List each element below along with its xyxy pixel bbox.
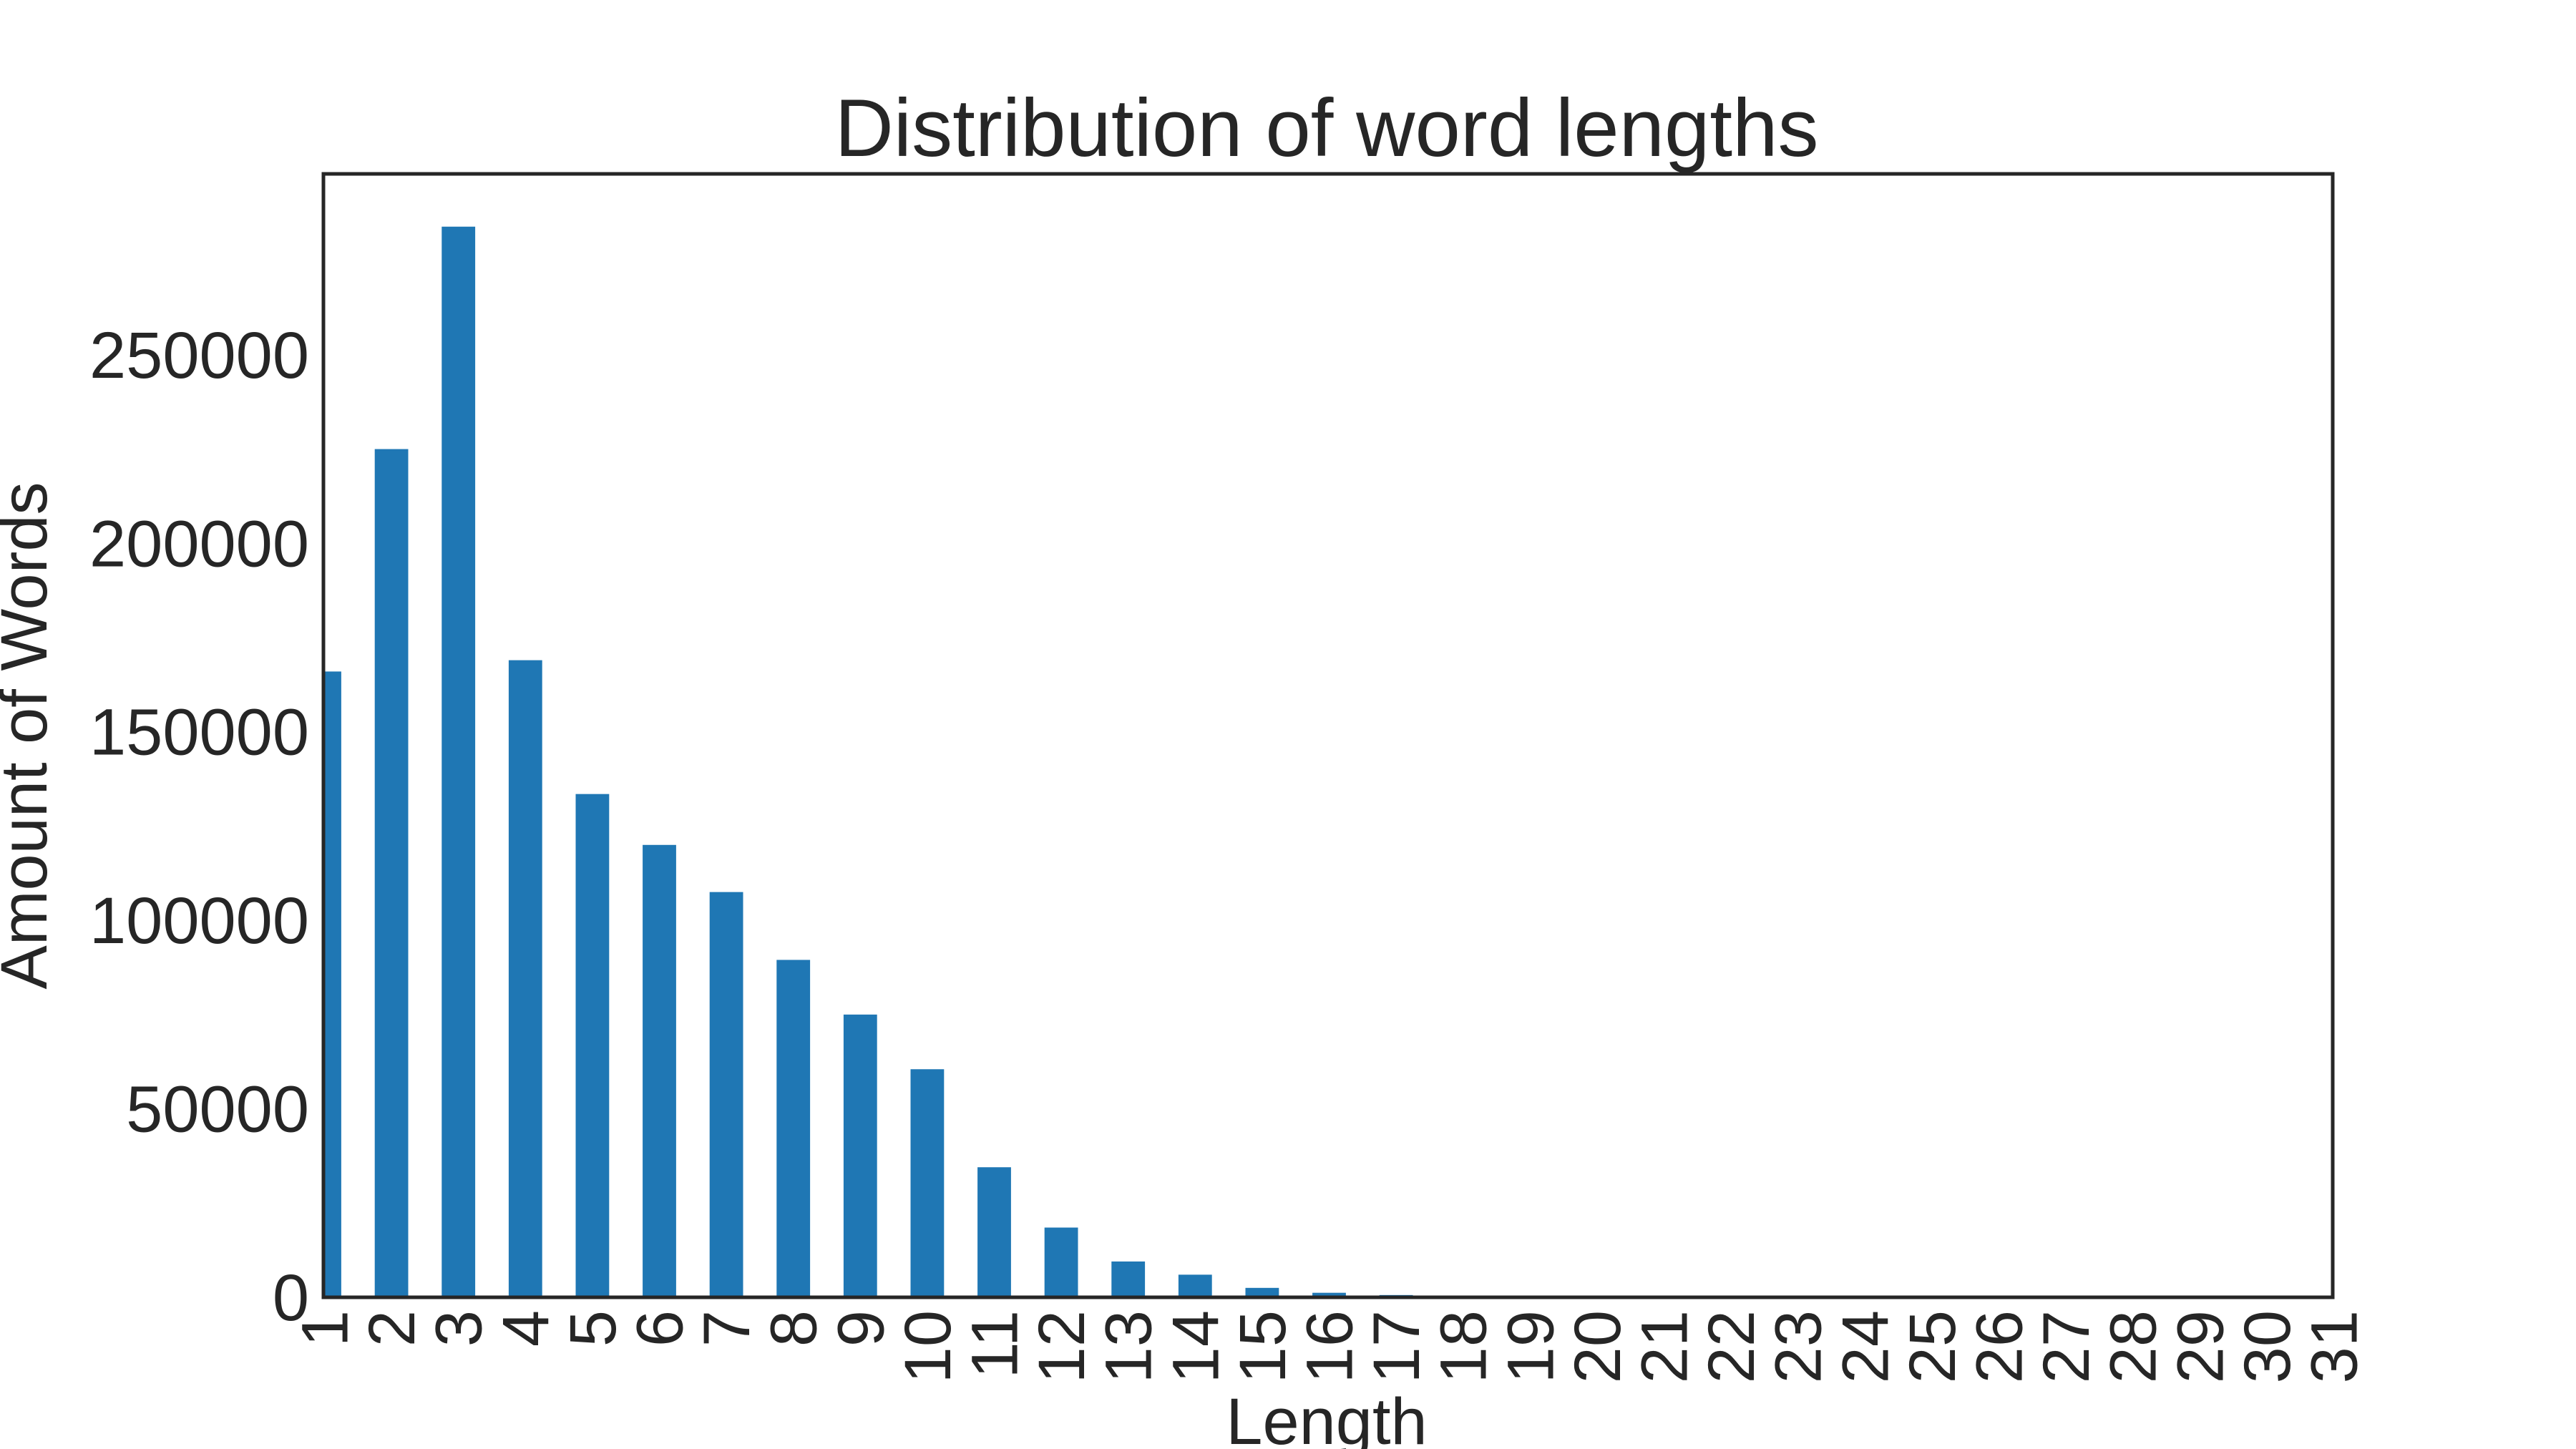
x-tick-label: 19 — [1494, 1310, 1567, 1383]
bars-group — [323, 226, 2333, 1297]
bar-length-4 — [508, 660, 542, 1297]
x-tick-label: 7 — [691, 1310, 763, 1347]
x-tick-label: 1 — [289, 1310, 362, 1347]
bar-length-8 — [776, 960, 811, 1297]
bar-length-2 — [374, 449, 409, 1297]
y-tick-label: 150000 — [89, 696, 309, 769]
x-tick-label: 5 — [557, 1310, 630, 1347]
plot-frame — [321, 172, 2335, 1299]
x-tick-label: 4 — [489, 1310, 562, 1347]
x-tick-label: 18 — [1428, 1310, 1501, 1383]
y-tick-label: 50000 — [126, 1073, 309, 1146]
x-tick-label: 17 — [1360, 1310, 1433, 1383]
y-tick-label: 100000 — [89, 884, 309, 957]
x-tick-label: 20 — [1561, 1310, 1634, 1383]
y-tick-label: 0 — [273, 1262, 309, 1335]
bar-length-1 — [323, 671, 341, 1297]
x-tick-label: 22 — [1695, 1310, 1768, 1383]
x-tick-label: 10 — [892, 1310, 965, 1383]
x-tick-label: 12 — [1025, 1310, 1098, 1383]
x-tick-label: 23 — [1762, 1310, 1835, 1383]
bar-length-15 — [1245, 1287, 1279, 1297]
x-tick-label: 27 — [2030, 1310, 2103, 1383]
x-axis-ticks: 1234567891011121314151617181920212223242… — [289, 1310, 2371, 1383]
bar-length-14 — [1178, 1274, 1212, 1297]
x-tick-label: 21 — [1629, 1310, 1702, 1383]
bar-length-11 — [977, 1167, 1011, 1297]
x-tick-label: 15 — [1226, 1310, 1299, 1383]
chart-title: Distribution of word lengths — [834, 83, 1818, 174]
x-tick-label: 26 — [1963, 1310, 2036, 1383]
x-tick-label: 8 — [758, 1310, 831, 1347]
x-tick-label: 6 — [624, 1310, 697, 1347]
x-tick-label: 28 — [2097, 1310, 2170, 1383]
bar-length-6 — [643, 844, 676, 1297]
bar-length-5 — [575, 794, 610, 1297]
bar-length-13 — [1111, 1261, 1146, 1297]
x-tick-label: 14 — [1159, 1310, 1232, 1383]
y-axis-ticks: 0 50000 100000 150000 200000 250000 — [89, 319, 309, 1335]
x-tick-label: 29 — [2164, 1310, 2237, 1383]
x-tick-label: 31 — [2298, 1310, 2371, 1383]
bar-length-16 — [1312, 1292, 1346, 1297]
x-tick-label: 3 — [423, 1310, 496, 1347]
x-tick-label: 13 — [1093, 1310, 1166, 1383]
x-tick-label: 11 — [959, 1310, 1032, 1379]
x-tick-label: 30 — [2231, 1310, 2304, 1383]
x-axis-label: Length — [1226, 1385, 1427, 1449]
bar-length-12 — [1044, 1227, 1078, 1297]
bar-length-3 — [441, 226, 476, 1297]
bar-length-10 — [910, 1069, 945, 1297]
bar-length-7 — [709, 892, 743, 1297]
x-tick-label: 9 — [824, 1310, 897, 1347]
bar-length-9 — [843, 1014, 877, 1297]
x-tick-label: 16 — [1294, 1310, 1367, 1383]
x-tick-label: 2 — [356, 1310, 429, 1347]
x-tick-label: 24 — [1829, 1310, 1902, 1383]
y-tick-label: 200000 — [89, 507, 309, 580]
x-tick-label: 25 — [1896, 1310, 1969, 1383]
y-axis-label: Amount of Words — [0, 482, 61, 989]
y-tick-label: 250000 — [89, 319, 309, 392]
